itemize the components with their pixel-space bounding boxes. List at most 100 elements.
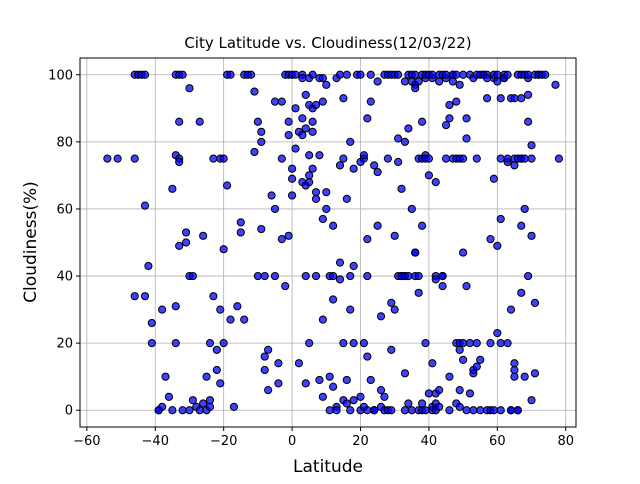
data-point [359, 339, 369, 348]
data-points [103, 70, 563, 415]
data-point [394, 134, 403, 143]
data-point [161, 372, 170, 381]
data-point [527, 396, 536, 405]
data-point [496, 94, 505, 103]
data-point [445, 100, 454, 110]
data-point [267, 191, 276, 200]
x-tick-label: 40 [421, 434, 438, 449]
data-point [448, 77, 457, 86]
data-point [305, 178, 314, 187]
data-point [527, 141, 536, 150]
data-point [363, 271, 372, 281]
data-point [113, 154, 122, 163]
data-point [147, 318, 156, 328]
data-point [493, 328, 502, 338]
x-tick-label: −40 [142, 434, 169, 449]
data-point [503, 339, 512, 348]
data-point [185, 406, 194, 415]
data-point [431, 275, 440, 284]
data-point [517, 94, 526, 103]
data-point [253, 271, 262, 281]
data-point [140, 70, 150, 79]
data-point [503, 154, 512, 163]
data-point [277, 154, 286, 163]
data-point [219, 154, 228, 163]
data-point [168, 184, 177, 193]
data-point [205, 402, 215, 411]
data-point [376, 312, 386, 321]
chart-title: City Latitude vs. Cloudiness(12/03/22) [184, 34, 471, 52]
data-point [407, 204, 416, 214]
data-point [219, 245, 228, 254]
data-point [311, 271, 321, 281]
data-point [472, 154, 481, 163]
data-point [510, 365, 519, 375]
data-point [291, 144, 300, 153]
data-point [322, 80, 331, 89]
data-point [527, 231, 536, 240]
data-point [476, 406, 485, 415]
data-point [404, 271, 413, 281]
data-point [411, 84, 420, 93]
x-tick-label: −60 [73, 434, 100, 449]
data-point [435, 386, 444, 395]
data-point [212, 365, 221, 375]
data-point [455, 386, 464, 395]
data-point [510, 94, 519, 103]
data-point [298, 74, 307, 83]
data-point [270, 97, 280, 106]
data-point [277, 235, 286, 244]
data-point [274, 359, 283, 368]
data-point [370, 161, 379, 170]
data-point [407, 406, 416, 415]
data-point [322, 204, 331, 214]
data-point [524, 90, 533, 100]
data-point [366, 97, 375, 106]
data-point [329, 295, 338, 304]
data-point [291, 70, 300, 79]
data-point [178, 406, 187, 415]
data-point [246, 70, 256, 79]
data-point [308, 70, 317, 79]
data-point [438, 282, 447, 291]
data-point [175, 241, 184, 250]
data-point [301, 124, 310, 133]
data-point [130, 154, 139, 163]
data-point [366, 70, 375, 79]
data-point [530, 369, 540, 378]
data-point [195, 117, 204, 126]
x-tick-label: 60 [489, 434, 506, 449]
data-point [257, 224, 266, 234]
data-point [264, 386, 273, 395]
data-point [250, 147, 259, 157]
data-point [346, 305, 355, 314]
data-point [482, 94, 492, 103]
data-point [175, 117, 184, 126]
y-tick-label: 60 [56, 202, 73, 217]
x-axis-title: Latitude [293, 457, 363, 477]
data-point [308, 117, 317, 126]
data-point [349, 339, 358, 348]
data-point [339, 339, 348, 348]
data-point [414, 271, 423, 281]
data-point [291, 104, 300, 113]
data-point [140, 292, 150, 301]
data-point [349, 261, 358, 271]
data-point [216, 379, 225, 388]
data-point [140, 201, 150, 210]
data-point [199, 231, 208, 240]
x-axis-ticks: −60 −40 −20 0 20 40 60 80 [73, 427, 574, 449]
data-point [459, 339, 468, 348]
y-tick-label: 80 [56, 135, 73, 150]
data-point [441, 154, 451, 163]
data-point [520, 204, 529, 214]
data-point [414, 288, 423, 297]
y-tick-label: 20 [56, 337, 73, 352]
data-point [287, 191, 297, 200]
x-tick-label: 20 [352, 434, 369, 449]
data-point [270, 271, 280, 281]
data-point [404, 399, 413, 408]
data-point [199, 399, 208, 408]
data-point [342, 399, 351, 408]
data-point [506, 305, 516, 314]
